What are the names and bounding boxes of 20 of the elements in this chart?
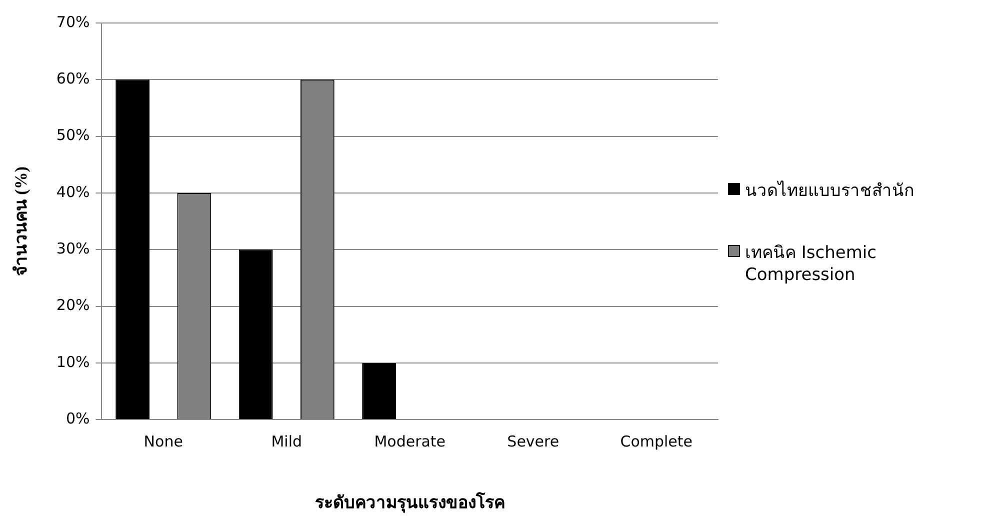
y-tick-label: 20% (56, 296, 90, 314)
y-tick-label: 0% (66, 409, 90, 428)
x-tick-label: Mild (271, 432, 302, 450)
y-tick-label: 30% (56, 240, 90, 258)
x-tick-label: Severe (507, 432, 560, 450)
y-tick-label: 70% (56, 12, 90, 31)
x-tick-label: Moderate (374, 432, 446, 450)
x-tick-label: None (144, 432, 183, 450)
x-axis-title: ระดับความรุนแรงของโรค (314, 492, 505, 514)
legend-label: นวดไทยแบบราชสำนัก (745, 180, 915, 202)
bar (116, 80, 150, 420)
bar (362, 362, 396, 420)
y-tick-label: 10% (56, 352, 90, 371)
x-tick-label: Complete (620, 432, 693, 450)
legend-label: เทคนิค Ischemic Compression (745, 242, 878, 286)
y-tick-label: 50% (56, 126, 90, 144)
bar (238, 250, 273, 420)
y-tick-label: 40% (56, 182, 90, 201)
y-tick-label: 60% (56, 70, 90, 88)
y-axis-title: จำนวนคน (%) (12, 166, 31, 276)
